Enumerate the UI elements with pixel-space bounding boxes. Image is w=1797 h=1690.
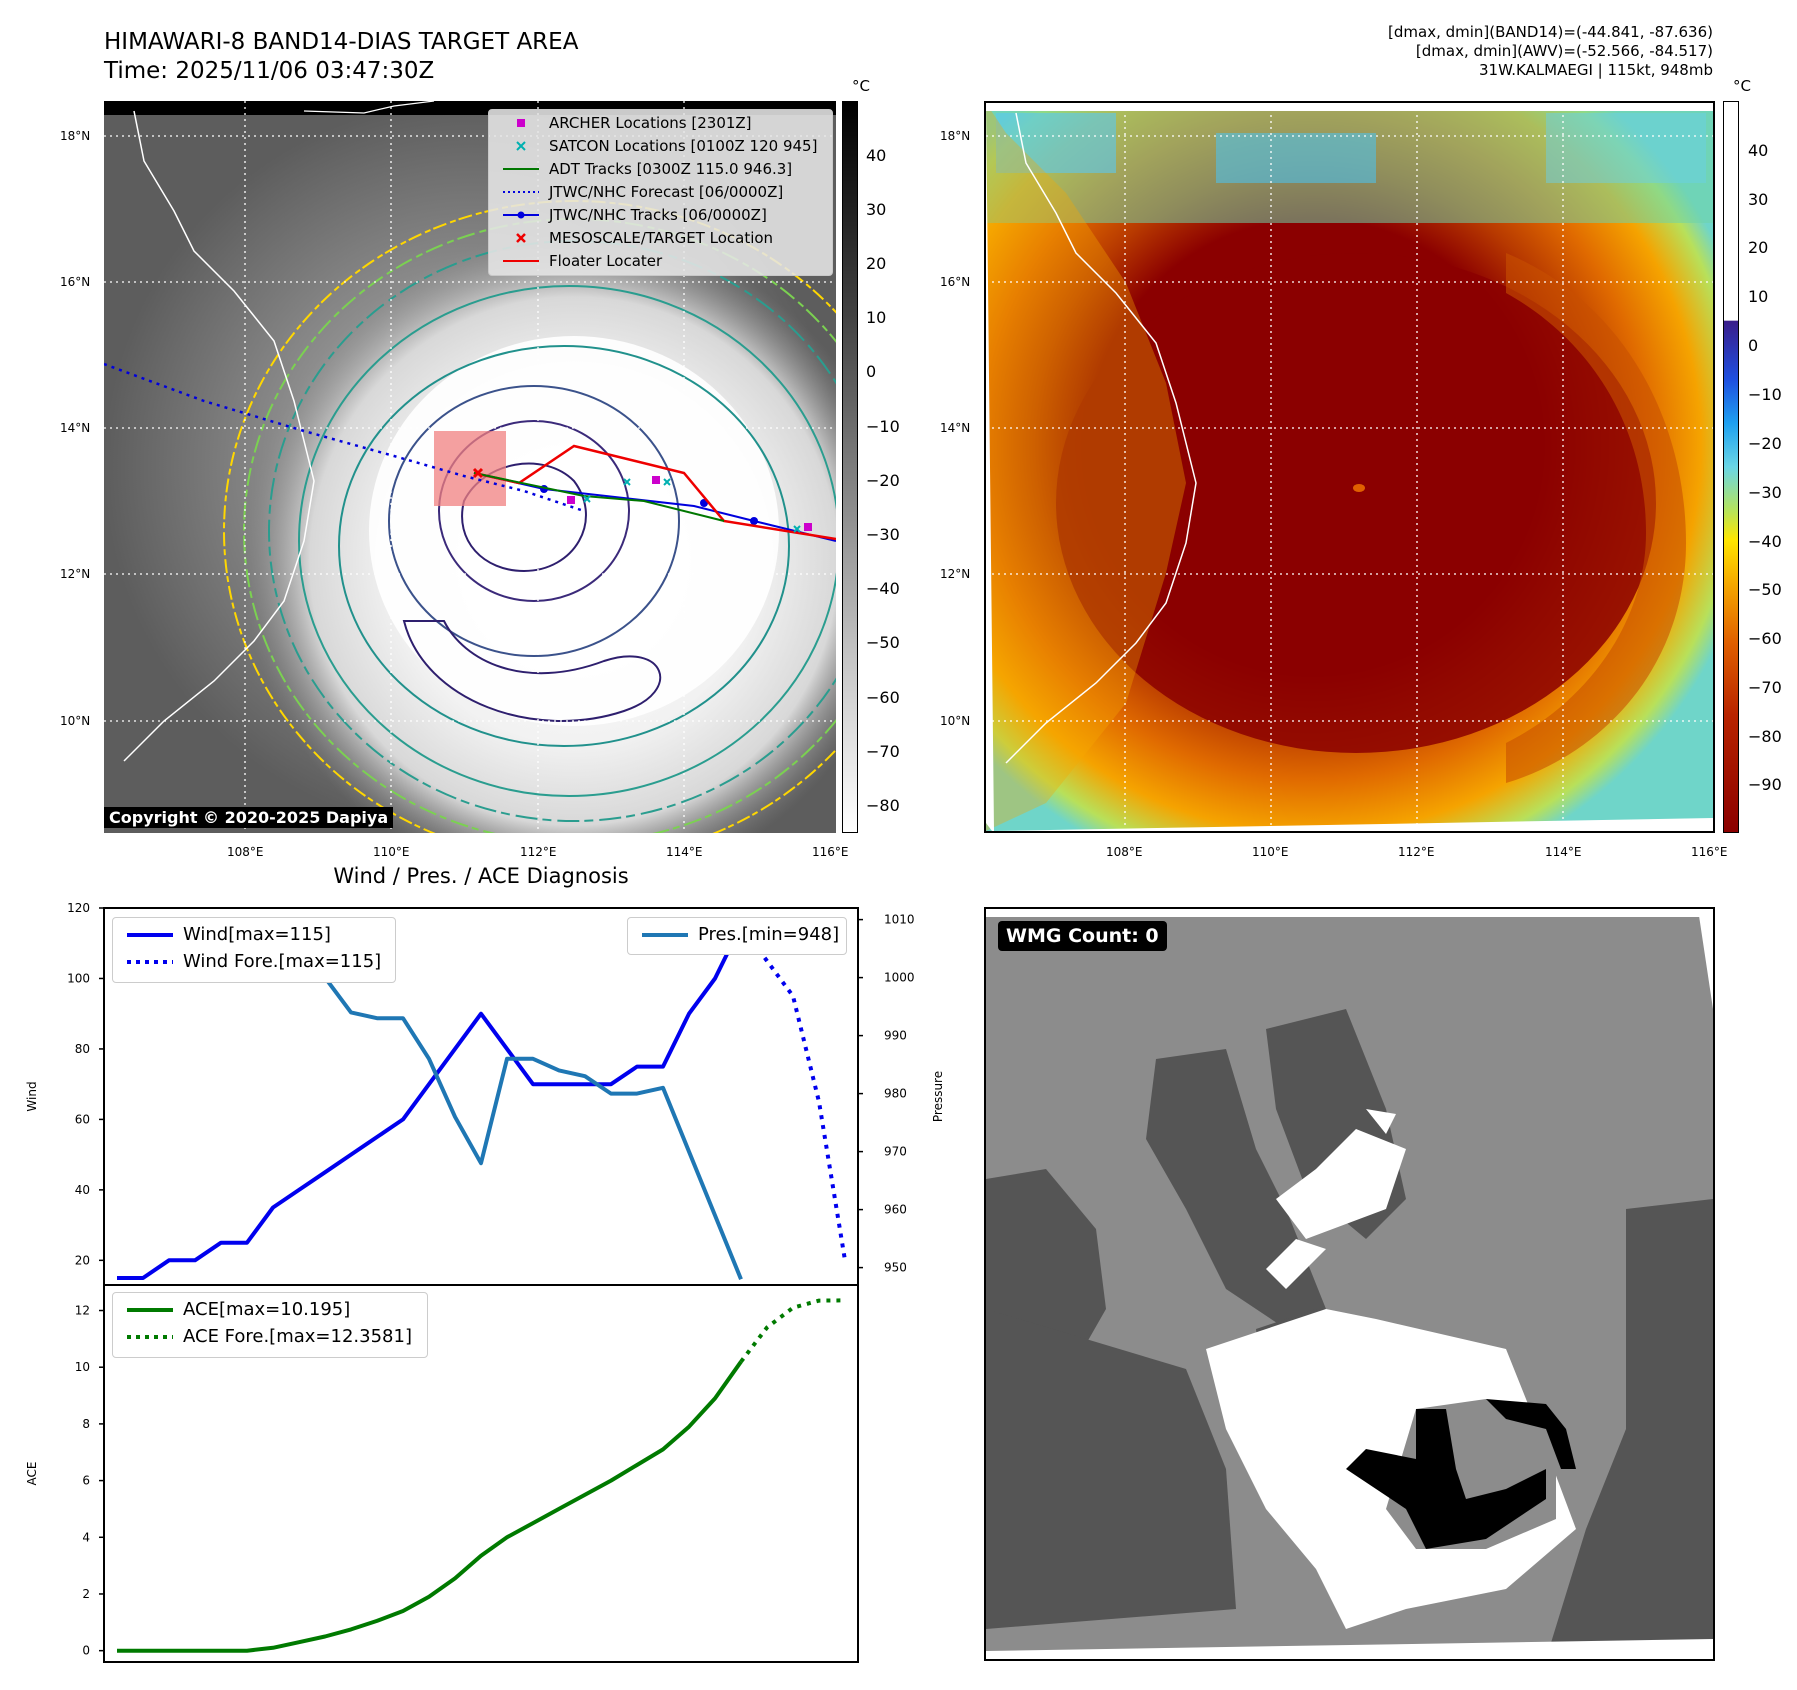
colorbar-tick: −40 (866, 579, 900, 598)
y2-tick-label: 1000 (884, 971, 915, 985)
figure-title-line2: Time: 2025/11/06 03:47:30Z (104, 58, 435, 84)
lon-label: 112°E (1398, 845, 1435, 859)
y-tick-label: 0 (82, 1644, 90, 1658)
lat-label: 12°N (60, 567, 91, 581)
y-tick-label: 100 (67, 971, 90, 985)
lat-label: 14°N (940, 421, 971, 435)
plot-frame (103, 1284, 859, 1663)
map-legend: ARCHER Locations [2301Z] SATCON Location… (488, 109, 833, 276)
y-tick-label: 20 (75, 1253, 90, 1267)
colorbar-tick: −70 (866, 742, 900, 761)
awv-range-text: [dmax, dmin](AWV)=(-52.566, -84.517) (1415, 42, 1713, 60)
y-tick-label: 8 (82, 1417, 90, 1431)
ace-panel: 0 2 4 6 8 10 12 ACE (25, 1284, 859, 1663)
colorbar-tick: −20 (1748, 434, 1782, 453)
y2-tick-label: 1010 (884, 913, 915, 927)
band14-range-text: [dmax, dmin](BAND14)=(-44.841, -87.636) (1388, 23, 1713, 41)
y-axis-label: ACE (25, 1462, 39, 1486)
colorbar-tick: −30 (866, 525, 900, 544)
colorbar-tick: −80 (866, 796, 900, 815)
storm-info-text: 31W.KALMAEGI | 115kt, 948mb (1479, 61, 1713, 79)
y-tick-label: 120 (67, 901, 90, 915)
colorbar-unit: °C (852, 77, 870, 95)
colorbar-tick: −70 (1748, 678, 1782, 697)
colorbar-tick: −50 (1748, 580, 1782, 599)
wmg-image (986, 909, 1713, 1659)
series-line-ace-fore- (739, 1298, 846, 1363)
y2-tick-label: 970 (884, 1145, 907, 1159)
lon-label: 116°E (812, 845, 849, 859)
lat-label: 18°N (940, 129, 971, 143)
lat-label: 10°N (60, 714, 91, 728)
series-line-wind (117, 924, 743, 1280)
colorbar-tick: 10 (866, 308, 887, 327)
colorbar-tick: −10 (1748, 385, 1782, 404)
lon-label: 108°E (1106, 845, 1143, 859)
lon-label: 108°E (227, 845, 264, 859)
y2-tick-label: 960 (884, 1203, 907, 1217)
y-tick-label: 40 (75, 1183, 90, 1197)
colorbar-tick: 30 (866, 200, 887, 219)
colorbar-tick: −80 (1748, 727, 1782, 746)
ace-legend: ACE[max=10.195] ACE Fore.[max=12.3581] (112, 1292, 428, 1358)
y2-tick-label: 980 (884, 1087, 907, 1101)
lon-label: 110°E (373, 845, 410, 859)
figure-title-line1: HIMAWARI-8 BAND14-DIAS TARGET AREA (104, 29, 579, 55)
lat-label: 16°N (940, 275, 971, 289)
lat-label: 10°N (940, 714, 971, 728)
colorbar-tick: 40 (1748, 141, 1769, 160)
colorbar-tick: 20 (866, 254, 887, 273)
lon-label: 110°E (1252, 845, 1289, 859)
diagnosis-chart: 20406080100120Wind9509609709809901000101… (25, 901, 945, 1663)
series-line-wind-fore- (739, 924, 847, 1261)
awv-map-panel (984, 101, 1715, 833)
lon-label: 114°E (666, 845, 703, 859)
y-tick-label: 4 (82, 1530, 90, 1544)
lat-label: 18°N (60, 129, 91, 143)
y-tick-label: 6 (82, 1474, 90, 1488)
y-tick-label: 60 (75, 1112, 90, 1126)
y-tick-label: 80 (75, 1042, 90, 1056)
colorbar-tick: −50 (866, 633, 900, 652)
lat-label: 12°N (940, 567, 971, 581)
band14-colorbar (842, 101, 858, 833)
colorbar-tick: −20 (866, 471, 900, 490)
y-axis-label: Wind (25, 1081, 39, 1111)
colorbar-tick: −10 (866, 417, 900, 436)
y2-axis-label: Pressure (931, 1071, 945, 1122)
floater-box (434, 431, 506, 506)
y-tick-label: 12 (75, 1304, 90, 1318)
y2-tick-label: 990 (884, 1029, 907, 1043)
wmg-count-label: WMG Count: 0 (998, 921, 1167, 951)
copyright-label: Copyright © 2020-2025 Dapiya (104, 807, 394, 828)
lon-label: 112°E (520, 845, 557, 859)
colorbar-tick: −60 (866, 688, 900, 707)
colorbar-tick: 0 (1748, 336, 1759, 355)
lat-label: 16°N (60, 275, 91, 289)
colorbar-tick: −30 (1748, 483, 1782, 502)
lon-label: 116°E (1691, 845, 1728, 859)
colorbar-tick: −60 (1748, 629, 1782, 648)
colorbar-tick: −90 (1748, 775, 1782, 794)
series-line-ace (117, 1360, 743, 1653)
colorbar-tick: 20 (1748, 238, 1769, 257)
colorbar-tick: 40 (866, 146, 887, 165)
diagnosis-title: Wind / Pres. / ACE Diagnosis (333, 864, 629, 888)
y2-tick-label: 950 (884, 1261, 907, 1275)
lat-label: 14°N (60, 421, 91, 435)
colorbar-tick: 10 (1748, 287, 1769, 306)
colorbar-unit: °C (1733, 77, 1751, 95)
colorbar-tick: 30 (1748, 190, 1769, 209)
wmg-panel: WMG Count: 0 (984, 907, 1715, 1661)
colorbar-tick: −40 (1748, 532, 1782, 551)
lon-label: 114°E (1545, 845, 1582, 859)
y-tick-label: 10 (75, 1360, 90, 1374)
colorbar-tick: 0 (866, 362, 877, 381)
awv-map (986, 103, 1713, 831)
awv-colorbar (1723, 101, 1739, 833)
y-tick-label: 2 (82, 1587, 90, 1601)
wind-legend: Wind[max=115] Wind Fore.[max=115] (112, 917, 396, 983)
pressure-legend: Pres.[min=948] (627, 917, 847, 955)
